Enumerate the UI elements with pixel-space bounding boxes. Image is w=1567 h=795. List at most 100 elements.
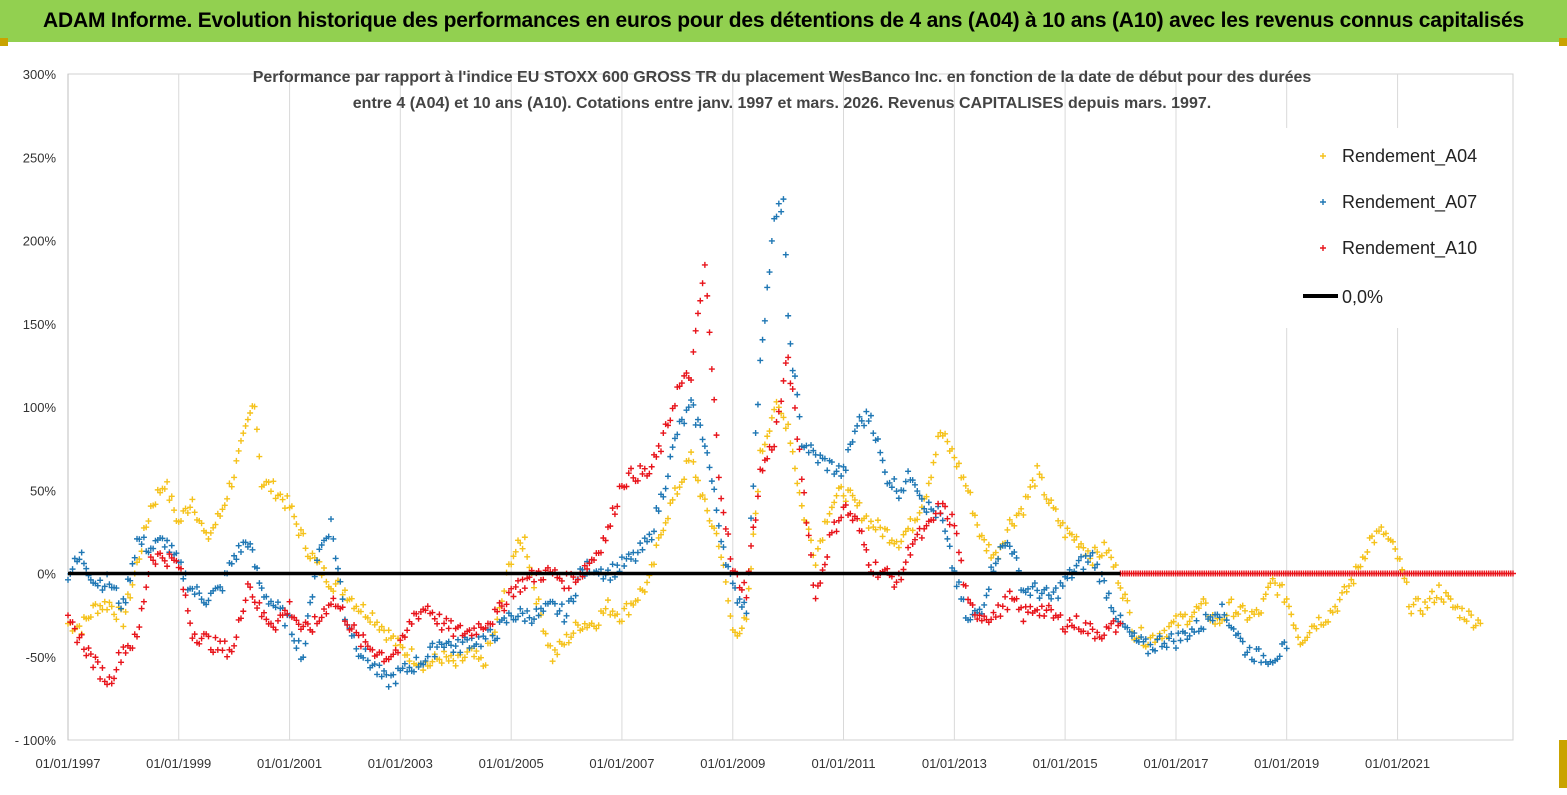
data-point [526, 614, 533, 621]
data-point [404, 651, 411, 658]
data-point [145, 549, 152, 556]
data-point [219, 647, 226, 654]
data-point [143, 584, 150, 591]
data-point [796, 413, 803, 420]
data-point [1034, 606, 1041, 613]
data-point [988, 616, 995, 623]
data-point [217, 583, 224, 590]
data-point [1281, 639, 1288, 646]
data-point [768, 414, 775, 421]
data-point [1045, 500, 1052, 507]
data-point [196, 590, 203, 597]
data-point [664, 422, 671, 429]
data-point [879, 457, 886, 464]
data-point [415, 663, 422, 670]
data-point [237, 615, 244, 622]
data-point [1415, 595, 1422, 602]
data-point [667, 500, 674, 507]
data-point [302, 545, 309, 552]
data-point [981, 601, 988, 608]
series [65, 196, 1516, 690]
data-point [1269, 575, 1276, 582]
data-point [196, 640, 203, 647]
data-point [1122, 591, 1129, 598]
data-point [1080, 566, 1087, 573]
data-point [785, 312, 792, 319]
data-point [1041, 612, 1048, 619]
data-point [434, 620, 441, 627]
data-point [600, 610, 607, 617]
data-point [168, 542, 175, 549]
data-point [1226, 599, 1233, 606]
data-point [193, 583, 200, 590]
data-point [1431, 599, 1438, 606]
data-point [727, 613, 734, 620]
data-point [267, 620, 274, 627]
data-point [667, 417, 674, 424]
data-point [1027, 592, 1034, 599]
data-point [1195, 605, 1202, 612]
data-point [1101, 539, 1108, 546]
data-point [805, 449, 812, 456]
data-point [1186, 618, 1193, 625]
data-point [978, 617, 985, 624]
data-point [503, 619, 510, 626]
data-point [1235, 611, 1242, 618]
data-point [614, 562, 621, 569]
data-point [74, 639, 81, 646]
data-point [713, 507, 720, 514]
data-point [390, 671, 397, 678]
data-point [180, 586, 187, 593]
data-point [634, 597, 641, 604]
data-point [274, 617, 281, 624]
data-point [715, 474, 722, 481]
data-point [1417, 607, 1424, 614]
report-title: ADAM Informe. Evolution historique des p… [43, 9, 1524, 32]
data-point [905, 468, 912, 475]
data-point [228, 560, 235, 567]
data-point [1184, 621, 1191, 628]
x-tick-label: 01/01/2007 [589, 756, 654, 771]
data-point [106, 581, 113, 588]
data-point [732, 629, 739, 636]
data-point [161, 543, 168, 550]
data-point [544, 564, 551, 571]
data-point [445, 638, 452, 645]
data-point [512, 548, 519, 555]
data-point [981, 536, 988, 543]
data-point [429, 609, 436, 616]
data-point [240, 430, 247, 437]
data-point [914, 516, 921, 523]
data-point [1013, 595, 1020, 602]
data-point [842, 501, 849, 508]
data-point [778, 398, 785, 405]
data-point [288, 631, 295, 638]
data-point [805, 526, 812, 533]
data-point [1062, 628, 1069, 635]
data-point [242, 422, 249, 429]
data-point [392, 680, 399, 687]
data-point [708, 366, 715, 373]
data-point [177, 565, 184, 572]
data-point [235, 447, 242, 454]
data-point [1172, 612, 1179, 619]
data-point [494, 608, 501, 615]
data-point [205, 597, 212, 604]
data-point [224, 653, 231, 660]
data-point [376, 662, 383, 669]
data-point [574, 576, 581, 583]
data-point [752, 429, 759, 436]
data-point [357, 608, 364, 615]
data-point [674, 431, 681, 438]
data-point [1018, 505, 1025, 512]
data-point [397, 637, 404, 644]
data-point [828, 504, 835, 511]
data-point [787, 440, 794, 447]
data-point [974, 521, 981, 528]
data-point [360, 631, 367, 638]
data-point [808, 551, 815, 558]
x-tick-label: 01/01/2021 [1365, 756, 1430, 771]
data-point [958, 557, 965, 564]
data-point [189, 585, 196, 592]
data-point [284, 492, 291, 499]
